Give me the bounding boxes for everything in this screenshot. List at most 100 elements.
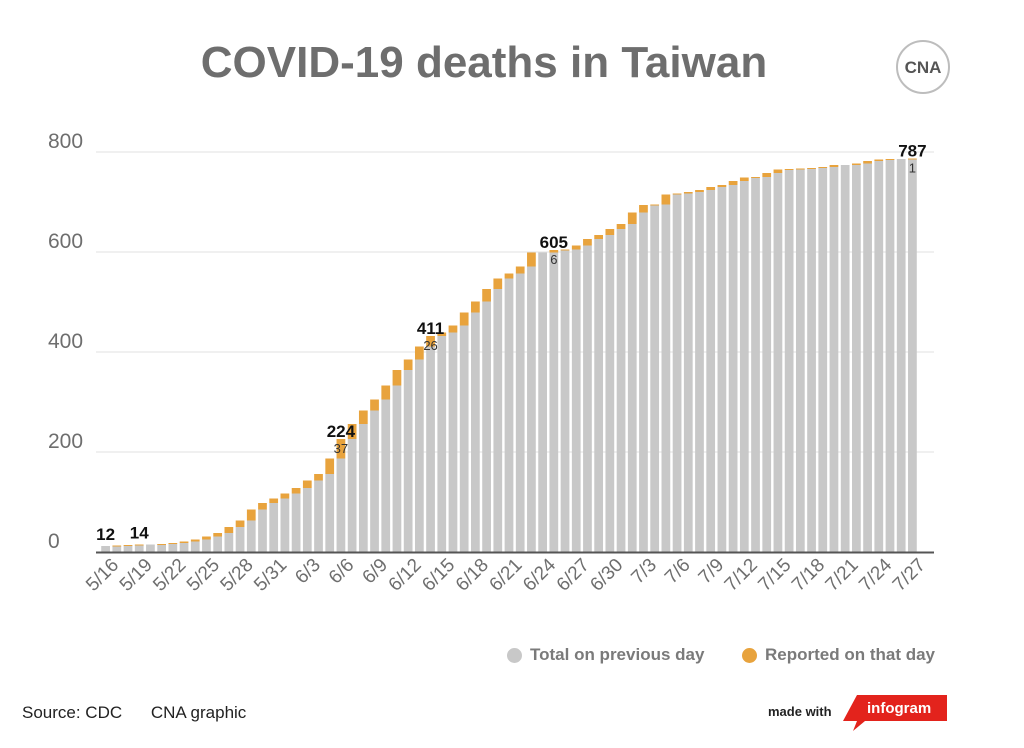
bar-reported	[392, 370, 402, 386]
x-tick-label: 7/15	[754, 555, 795, 596]
bar-reported	[784, 169, 794, 170]
bar-reported	[471, 301, 480, 313]
bar-total	[560, 250, 570, 552]
total-label: 411	[417, 319, 444, 338]
bar-total	[650, 205, 660, 552]
bar-total	[863, 163, 872, 552]
bar-reported	[717, 185, 727, 187]
bar-total	[549, 252, 559, 552]
bar-reported	[291, 488, 301, 494]
bar-total	[112, 546, 122, 552]
bar-reported	[224, 527, 234, 533]
total-label: 14	[130, 524, 149, 543]
total-label: 224	[327, 422, 356, 441]
infogram-logo[interactable]	[843, 695, 947, 731]
bar-total	[381, 399, 391, 552]
legend-item-reported: Reported on that day	[742, 645, 935, 665]
legend-label-reported: Reported on that day	[765, 645, 936, 664]
bar-reported	[381, 385, 391, 400]
bar-total	[123, 545, 133, 552]
x-tick-label: 5/19	[116, 555, 157, 596]
bar-total	[751, 177, 760, 552]
bar-total	[527, 266, 536, 552]
bar-reported	[426, 336, 435, 347]
bar-reported	[302, 480, 312, 488]
reported-label: 1	[909, 161, 916, 176]
bar-reported	[695, 190, 704, 192]
x-tick-label: 6/18	[452, 555, 493, 596]
bar-total	[672, 194, 682, 552]
reported-label: 37	[334, 441, 348, 456]
x-tick-label: 6/24	[519, 554, 560, 595]
y-tick-label: 800	[48, 130, 83, 153]
bar-total	[829, 167, 839, 552]
bar-reported	[751, 177, 760, 178]
bar-reported	[728, 181, 738, 185]
bar-reported	[112, 545, 122, 547]
bar-reported	[672, 193, 682, 195]
x-tick-label: 6/30	[586, 555, 627, 596]
bar-reported	[280, 493, 290, 499]
bar-total	[683, 193, 693, 552]
total-label: 605	[540, 233, 568, 252]
bar-total	[224, 533, 234, 552]
bar-total	[347, 439, 357, 552]
infogram-brand: infogram	[867, 700, 932, 717]
bar-reported	[829, 165, 839, 167]
bar-total	[538, 252, 547, 552]
x-tick-label: 7/18	[788, 555, 829, 596]
legend-swatch-total	[507, 647, 522, 663]
bar-total	[168, 544, 178, 552]
legend-item-total: Total on previous day	[507, 645, 704, 665]
x-tick-label: 6/6	[325, 555, 359, 589]
bar-reported	[202, 536, 211, 540]
y-tick-label: 400	[48, 330, 83, 353]
bar-total	[896, 159, 906, 552]
bar-total	[448, 332, 458, 552]
x-tick-label: 5/31	[250, 555, 291, 596]
bar-total	[661, 204, 671, 552]
bar-reported	[863, 161, 872, 164]
bar-reported	[246, 509, 256, 521]
bar-total	[392, 385, 402, 552]
bar-total	[851, 165, 861, 552]
gridlines	[96, 151, 934, 453]
bar-reported	[134, 544, 144, 546]
bar-total	[314, 480, 323, 552]
bar-reported	[448, 325, 458, 333]
bar-total	[269, 503, 279, 552]
bar-total	[605, 235, 615, 552]
bar-total	[302, 488, 312, 552]
y-tick-label: 0	[48, 530, 60, 553]
x-tick-label: 7/12	[721, 555, 762, 596]
bar-total	[358, 424, 368, 552]
x-tick-label: 6/12	[385, 555, 426, 596]
bar-total	[190, 541, 200, 552]
bar-reported	[739, 177, 749, 181]
bar-reported	[504, 273, 514, 279]
bar-reported	[605, 229, 615, 235]
bar-reported	[358, 410, 368, 424]
x-tick-label: 5/16	[82, 555, 123, 596]
bar-reported	[314, 474, 323, 481]
x-tick-label: 6/21	[486, 555, 527, 596]
bar-reported	[269, 498, 279, 503]
bar-reported	[908, 158, 917, 160]
bar-total	[246, 520, 256, 552]
bar-reported	[527, 252, 536, 267]
x-tick-label: 7/21	[822, 555, 863, 596]
bar-reported	[650, 204, 660, 206]
bar-total	[739, 181, 749, 552]
bar-reported	[639, 205, 648, 213]
legend-label-total: Total on previous day	[530, 645, 705, 664]
reported-label: 26	[423, 338, 437, 353]
bar-total	[258, 509, 267, 552]
bar-total	[504, 278, 514, 552]
bar-reported	[370, 399, 379, 411]
bar-total	[639, 212, 648, 552]
bar-reported	[560, 249, 570, 251]
x-tick-label: 5/25	[183, 555, 224, 596]
bar-total	[515, 273, 525, 552]
bar-total	[807, 168, 816, 552]
